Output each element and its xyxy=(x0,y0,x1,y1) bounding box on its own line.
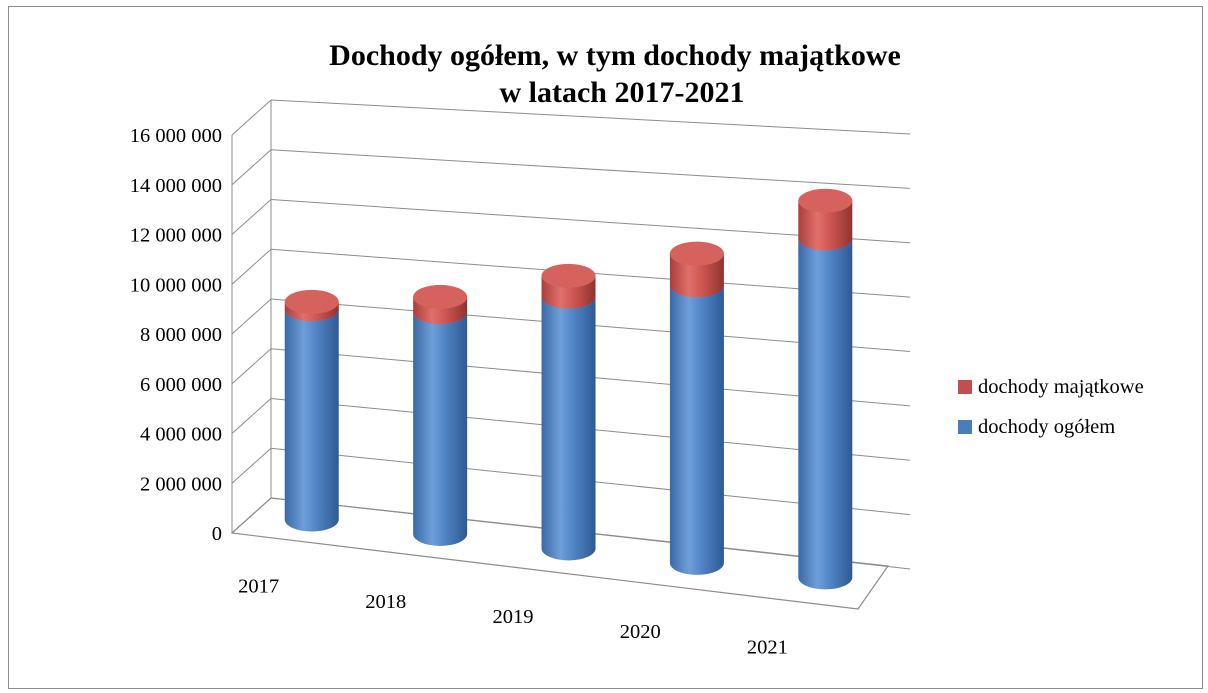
legend-label: dochody majątkowe xyxy=(978,376,1144,398)
bar-body xyxy=(413,312,468,546)
bar-segment xyxy=(798,188,853,251)
x-tick-label: 2021 xyxy=(747,636,788,658)
x-axis-tick-labels: 2017 2018 2019 2020 2021 xyxy=(238,576,788,659)
bar-segment xyxy=(541,284,596,561)
legend-swatch xyxy=(958,380,972,394)
bar-segment xyxy=(541,263,596,309)
bar-body xyxy=(798,238,853,590)
bar-top xyxy=(284,289,339,314)
y-tick-label: 14 000 000 xyxy=(130,175,222,197)
side-wall-gridline xyxy=(231,447,272,484)
x-tick-label: 2019 xyxy=(493,606,534,628)
bar-body xyxy=(798,200,853,251)
x-tick-label: 2018 xyxy=(365,591,406,613)
bar-segment xyxy=(669,241,724,298)
y-tick-label: 0 xyxy=(212,523,222,545)
bar-segment xyxy=(669,273,724,575)
side-wall-gridline xyxy=(231,99,272,136)
bar-top xyxy=(541,263,596,288)
legend-label: dochody ogółem xyxy=(978,416,1115,438)
x-tick-label: 2017 xyxy=(238,576,279,598)
bar-body xyxy=(541,296,596,561)
bars xyxy=(284,188,853,590)
gridline xyxy=(270,99,911,135)
y-tick-label: 6 000 000 xyxy=(140,374,222,396)
chart-title-line-1: Dochody ogółem, w tym dochody majątkowe xyxy=(329,39,901,72)
y-tick-label: 10 000 000 xyxy=(130,274,222,296)
y-tick-label: 8 000 000 xyxy=(140,324,222,346)
y-tick-label: 2 000 000 xyxy=(140,473,222,495)
bar-top xyxy=(798,188,853,213)
side-wall-gridline xyxy=(231,348,272,385)
chart-floor xyxy=(230,497,890,610)
x-tick-label: 2020 xyxy=(620,621,661,643)
side-wall-gridline xyxy=(231,298,272,335)
bar-top xyxy=(669,241,724,266)
bar-segment xyxy=(413,300,468,546)
side-wall-gridline xyxy=(231,248,272,285)
chart-title-line-2: w latach 2017-2021 xyxy=(500,76,745,109)
bar-segment xyxy=(284,289,339,322)
bar-body xyxy=(669,253,724,298)
bar-body xyxy=(669,285,724,575)
bar-segment xyxy=(284,297,339,532)
bar-top xyxy=(413,284,468,309)
legend: dochody majątkowe dochody ogółem xyxy=(958,376,1144,438)
y-tick-label: 12 000 000 xyxy=(130,225,222,247)
chart-frame xyxy=(8,6,1203,689)
y-axis-tick-labels: 0 2 000 000 4 000 000 6 000 000 8 000 000 10 … xyxy=(130,125,222,545)
bar-segment xyxy=(413,284,468,325)
bar-body xyxy=(284,309,339,532)
side-wall-gridline xyxy=(231,149,272,186)
y-tick-label: 4 000 000 xyxy=(140,424,222,446)
side-wall-gridline xyxy=(231,199,272,235)
gridline xyxy=(270,149,911,189)
bar-segment xyxy=(798,226,853,590)
side-wall-gridline xyxy=(231,398,272,434)
y-tick-label: 16 000 000 xyxy=(130,125,222,147)
legend-swatch xyxy=(958,420,972,434)
